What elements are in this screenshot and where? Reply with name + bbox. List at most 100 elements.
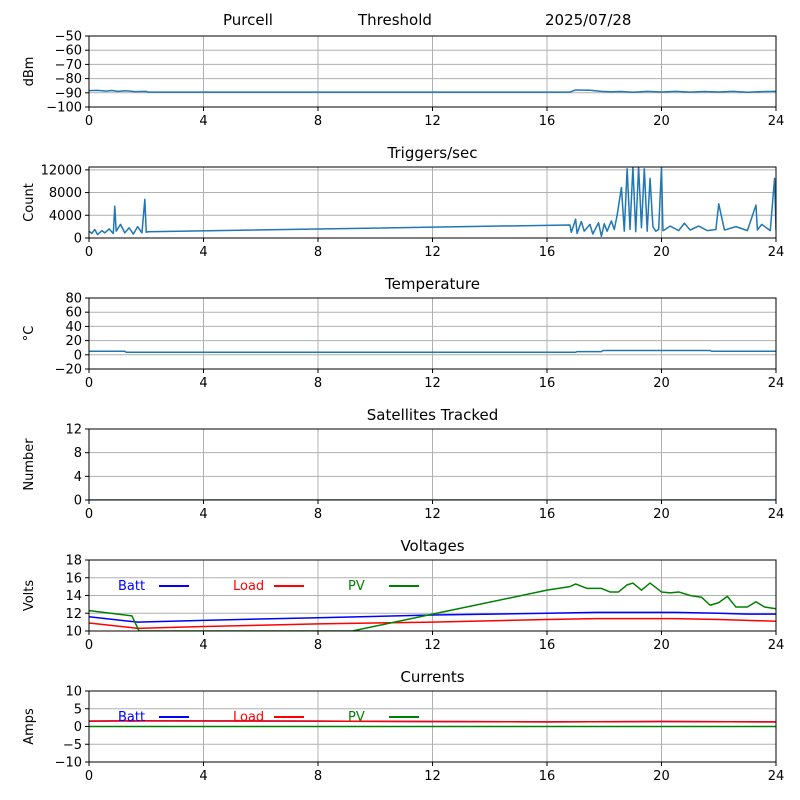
x-tick-label: 24: [768, 507, 785, 522]
y-tick-label: 18: [65, 554, 82, 569]
x-tick-label: 24: [768, 245, 785, 260]
x-tick-label: 0: [85, 507, 93, 522]
y-tick-label: −10: [55, 756, 82, 771]
x-tick-label: 24: [768, 638, 785, 653]
legend-label-pv: PV: [348, 579, 365, 594]
x-tick-label: 20: [653, 114, 670, 129]
x-tick-label: 8: [314, 114, 322, 129]
panel-title: Currents: [400, 668, 464, 686]
x-tick-label: 4: [199, 245, 207, 260]
y-axis-label: Number: [22, 438, 37, 491]
x-tick-label: 0: [85, 245, 93, 260]
y-tick-label: 60: [65, 306, 82, 321]
panel-title: Triggers/sec: [387, 144, 478, 162]
y-tick-label: −5: [63, 738, 82, 753]
y-tick-label: 14: [65, 589, 82, 604]
y-tick-label: −80: [55, 72, 82, 87]
x-tick-label: 8: [314, 769, 322, 784]
x-tick-label: 20: [653, 245, 670, 260]
panel-title: Voltages: [400, 537, 464, 555]
x-tick-label: 12: [424, 114, 441, 129]
y-tick-label: −100: [46, 101, 82, 116]
y-tick-label: −70: [55, 58, 82, 73]
y-tick-label: 12000: [41, 163, 82, 178]
x-tick-label: 20: [653, 376, 670, 391]
y-tick-label: 12: [65, 423, 82, 438]
y-tick-label: 12: [65, 607, 82, 622]
series-line-pv: [89, 582, 776, 631]
x-tick-label: 0: [85, 769, 93, 784]
y-axis-label: Amps: [22, 708, 37, 745]
x-tick-label: 8: [314, 507, 322, 522]
y-tick-label: 0: [74, 232, 82, 247]
series-line: [89, 167, 776, 238]
series-line: [89, 349, 776, 354]
y-tick-label: 4000: [49, 209, 82, 224]
series-line-batt: [89, 611, 776, 623]
y-tick-label: 20: [65, 334, 82, 349]
plot-panel-2: 0 4 8 12 16 20 24 0 4000 8000 12000 Triggers/sec Cou…: [22, 144, 784, 260]
x-tick-label: 4: [199, 507, 207, 522]
x-tick-label: 0: [85, 376, 93, 391]
x-tick-label: 24: [768, 769, 785, 784]
mode-label: Threshold: [358, 11, 432, 29]
y-axis-label: dBm: [22, 57, 37, 87]
x-tick-label: 16: [539, 114, 556, 129]
y-axis-label: Volts: [22, 580, 37, 612]
x-tick-label: 16: [539, 769, 556, 784]
y-tick-label: 40: [65, 320, 82, 335]
station-name: Purcell: [223, 11, 273, 29]
x-tick-label: 0: [85, 638, 93, 653]
legend-label-load: Load: [233, 710, 264, 725]
legend-label-pv: PV: [348, 710, 365, 725]
y-tick-label: 8000: [49, 186, 82, 201]
date-label: 2025/07/28: [545, 11, 632, 29]
y-tick-label: −90: [55, 86, 82, 101]
x-tick-label: 8: [314, 245, 322, 260]
x-tick-label: 12: [424, 769, 441, 784]
y-tick-label: 5: [74, 702, 82, 717]
plot-panel-6: 0 4 8 12 16 20 24 −10 −5 0 5 10 Currents Amps Batt Load…: [22, 668, 784, 784]
series-line-load: [89, 617, 776, 630]
x-tick-label: 8: [314, 638, 322, 653]
plot-panel-5: 0 4 8 12 16 20 24 10 12 14 16 18 Voltages Volts Batt Lo…: [22, 537, 784, 653]
y-tick-label: −60: [55, 44, 82, 59]
x-tick-label: 12: [424, 376, 441, 391]
series-line-load: [89, 720, 776, 723]
plot-panel-4: 0 4 8 12 16 20 24 0 4 8 12 Satellites Tracked Number: [22, 406, 784, 522]
x-tick-label: 0: [85, 114, 93, 129]
x-tick-label: 8: [314, 376, 322, 391]
y-tick-label: 8: [74, 446, 82, 461]
x-tick-label: 24: [768, 114, 785, 129]
x-tick-label: 20: [653, 769, 670, 784]
legend-label-batt: Batt: [118, 579, 145, 594]
y-axis-label: Count: [22, 183, 37, 222]
y-tick-label: 0: [74, 720, 82, 735]
x-tick-label: 16: [539, 507, 556, 522]
y-tick-label: −20: [55, 363, 82, 378]
legend-label-load: Load: [233, 579, 264, 594]
y-tick-label: 4: [74, 470, 82, 485]
series-line: [89, 89, 776, 93]
y-tick-label: 10: [65, 625, 82, 640]
y-tick-label: 80: [65, 292, 82, 307]
y-tick-label: 0: [74, 494, 82, 509]
x-tick-label: 12: [424, 507, 441, 522]
x-tick-label: 4: [199, 638, 207, 653]
x-tick-label: 12: [424, 638, 441, 653]
x-tick-label: 16: [539, 376, 556, 391]
x-tick-label: 16: [539, 245, 556, 260]
x-tick-label: 24: [768, 376, 785, 391]
legend-label-batt: Batt: [118, 710, 145, 725]
y-tick-label: 0: [74, 348, 82, 363]
x-tick-label: 20: [653, 638, 670, 653]
x-tick-label: 16: [539, 638, 556, 653]
plot-panel-1: 0 4 8 12 16 20 24 −100−90−80−70−60−50 dBm: [22, 30, 784, 130]
panel-title: Temperature: [384, 275, 480, 293]
x-tick-label: 20: [653, 507, 670, 522]
y-tick-label: 16: [65, 571, 82, 586]
y-tick-label: −50: [55, 30, 82, 45]
